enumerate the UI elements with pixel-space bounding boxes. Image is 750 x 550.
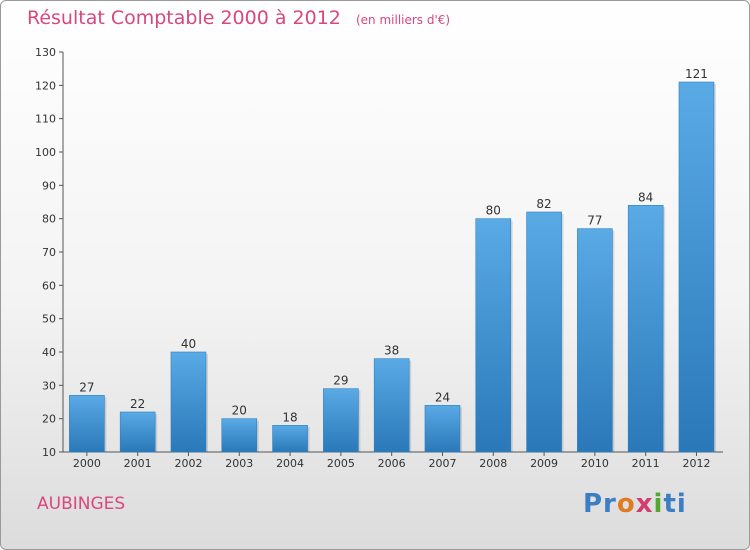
bar-2006 <box>373 358 410 453</box>
y-tick-label: 30 <box>42 379 56 392</box>
data-label-2007: 24 <box>435 390 450 404</box>
data-label-2010: 77 <box>587 214 602 228</box>
x-tick-label: 2006 <box>378 457 406 470</box>
bar-2001 <box>119 411 156 453</box>
y-tick-label: 120 <box>35 79 56 92</box>
proxiti-logo[interactable]: Proxiti <box>583 489 687 519</box>
data-label-2002: 40 <box>181 337 196 351</box>
x-tick-label: 2001 <box>124 457 152 470</box>
bar-2004 <box>272 425 308 453</box>
bar-2008 <box>475 218 512 453</box>
x-tick-label: 2008 <box>479 457 507 470</box>
commune-name: AUBINGES <box>37 494 126 514</box>
x-tick-label: 2010 <box>581 457 609 470</box>
bar-2002 <box>170 351 207 453</box>
x-tick-label: 2003 <box>225 457 253 470</box>
x-tick-label: 2009 <box>530 457 558 470</box>
bar-2005 <box>323 388 359 453</box>
y-tick-label: 130 <box>35 46 56 59</box>
y-tick-label: 10 <box>42 446 56 459</box>
data-label-2012: 121 <box>685 67 708 81</box>
chart-title: Résultat Comptable 2000 à 2012 <box>27 7 341 29</box>
x-tick-label: 2000 <box>73 457 101 470</box>
chart-unit: (en milliers d'€) <box>355 13 451 27</box>
bar-2010 <box>577 228 613 453</box>
bar-2011 <box>627 205 664 453</box>
bar-2007 <box>424 405 461 453</box>
y-tick-label: 40 <box>42 346 56 359</box>
data-label-2005: 29 <box>333 374 348 388</box>
y-tick-label: 70 <box>42 246 56 259</box>
bar-2000 <box>69 395 105 453</box>
chart-axes: 10 20 30 40 50 60 70 80 90 100 110 120 130 2000 2001 20… <box>35 46 723 470</box>
data-label-2008: 80 <box>486 204 501 218</box>
bar-2003 <box>221 418 258 453</box>
y-tick-label: 20 <box>42 413 56 426</box>
y-tick-label: 60 <box>42 279 56 292</box>
y-tick-label: 80 <box>42 213 56 226</box>
data-label-2001: 22 <box>130 397 145 411</box>
data-label-2009: 82 <box>536 197 551 211</box>
x-tick-label: 2012 <box>682 457 710 470</box>
y-tick-label: 110 <box>35 113 56 126</box>
data-label-2006: 38 <box>384 344 399 358</box>
data-label-2003: 20 <box>232 404 247 418</box>
y-tick-label: 90 <box>42 179 56 192</box>
data-label-2000: 27 <box>79 380 94 394</box>
x-tick-label: 2004 <box>276 457 304 470</box>
x-tick-label: 2005 <box>327 457 355 470</box>
bar-2009 <box>526 211 562 453</box>
chart-data-labels: 27 22 40 20 18 29 38 24 80 82 77 84 121 <box>79 67 708 424</box>
data-label-2011: 84 <box>638 190 653 204</box>
chart-bars <box>69 81 716 453</box>
y-tick-label: 50 <box>42 313 56 326</box>
data-label-2004: 18 <box>282 410 297 424</box>
bar-2012 <box>678 81 715 453</box>
y-tick-label: 100 <box>35 146 56 159</box>
chart-title-block: Résultat Comptable 2000 à 2012 (en milli… <box>27 7 450 29</box>
x-tick-label: 2002 <box>174 457 202 470</box>
x-tick-label: 2007 <box>428 457 456 470</box>
x-tick-label: 2011 <box>632 457 660 470</box>
